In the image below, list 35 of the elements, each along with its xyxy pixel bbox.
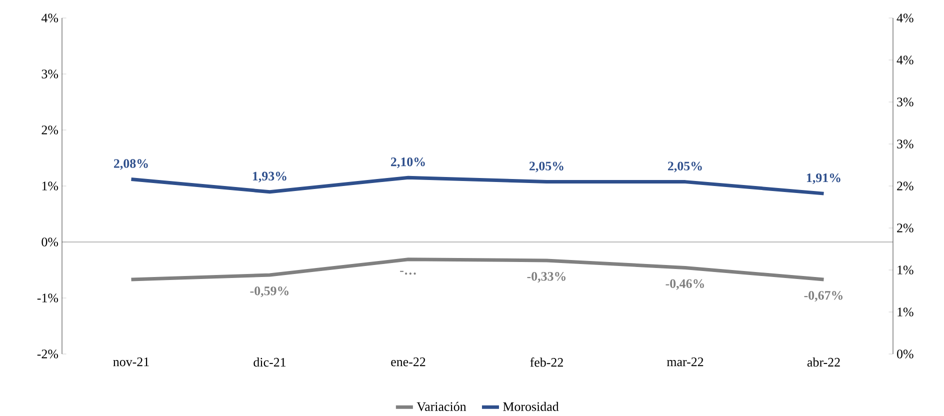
y-tick-label: -1% — [37, 294, 58, 302]
y-tick-label: 1% — [42, 182, 58, 190]
data-label: 1,93% — [252, 172, 286, 182]
data-label: -0,67% — [804, 291, 842, 302]
x-tick-label: nov-21 — [113, 358, 149, 366]
y2-tick-label: 2% — [897, 224, 914, 232]
data-label: -0,33% — [527, 272, 566, 283]
y-tick-label: -2% — [37, 350, 58, 358]
y2-tick-label: 3% — [897, 140, 914, 148]
data-label: -… — [400, 270, 416, 275]
data-label: 2,05% — [529, 162, 564, 172]
x-tick-label: dic-21 — [254, 358, 286, 367]
legend-label: Morosidad — [503, 402, 559, 411]
y-tick-label: 2% — [42, 126, 58, 134]
y2-tick-label: 1% — [898, 308, 914, 316]
y2-tick-label: 0% — [897, 350, 914, 358]
y2-tick-label: 1% — [898, 266, 914, 274]
y-tick-label: 4% — [41, 14, 58, 22]
data-label: 2,08% — [114, 159, 148, 170]
data-label: 2,05% — [668, 162, 702, 172]
data-label: 1,91% — [806, 173, 840, 184]
y2-tick-label: 4% — [896, 14, 914, 22]
x-tick-label: abr-22 — [807, 358, 840, 367]
x-tick-label: ene-22 — [391, 358, 426, 366]
y-tick-label: 0% — [42, 238, 58, 246]
y2-tick-label: 3% — [897, 98, 914, 106]
y2-tick-label: 2% — [897, 182, 914, 190]
x-tick-label: mar-22 — [666, 358, 704, 366]
x-tick-label: feb-22 — [530, 358, 563, 367]
data-label: 2,10% — [390, 157, 425, 168]
legend-label: Variación — [416, 402, 466, 412]
y-tick-label: 3% — [42, 70, 58, 78]
y2-tick-label: 4% — [896, 56, 914, 64]
data-label: -0,59% — [250, 286, 288, 298]
data-label: -0,46% — [666, 279, 704, 290]
